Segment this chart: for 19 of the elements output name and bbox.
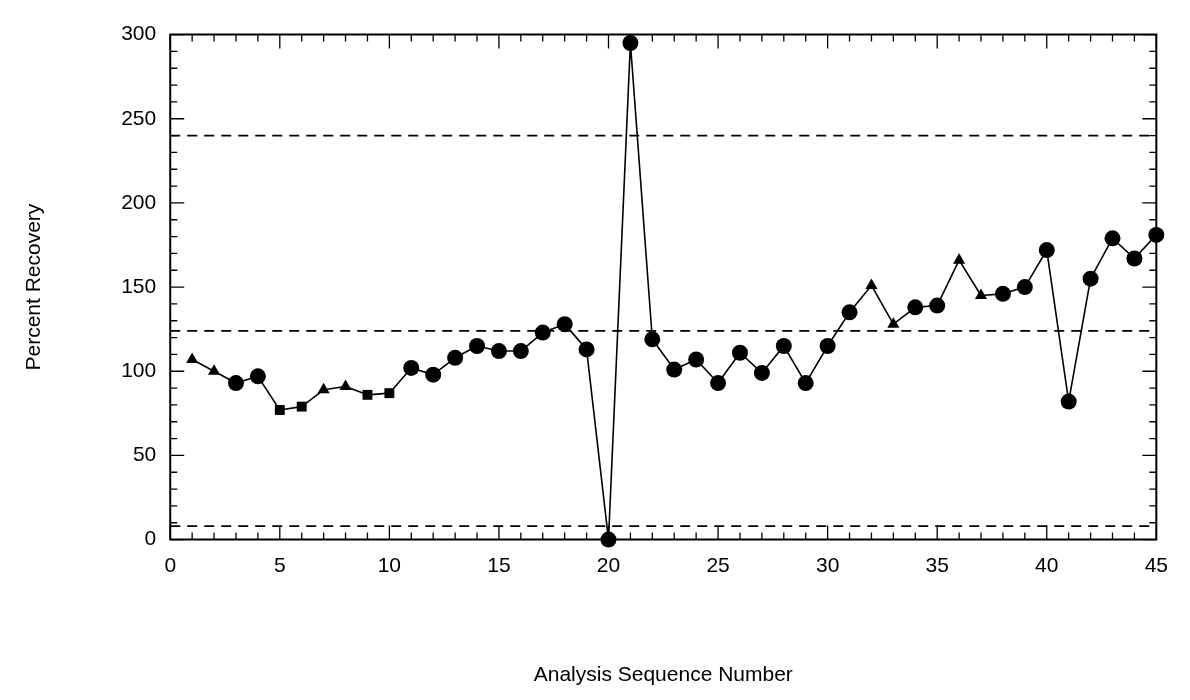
- y-tick-label: 100: [121, 358, 157, 382]
- x-axis-title: Analysis Sequence Number: [533, 662, 793, 686]
- y-tick-label: 200: [121, 189, 157, 213]
- y-tick-label: 50: [132, 442, 157, 466]
- y-tick-label: 0: [144, 526, 157, 550]
- x-tick-label: 10: [377, 553, 402, 576]
- x-tick-label: 20: [596, 553, 621, 576]
- x-tick-label: 45: [1144, 553, 1168, 576]
- y-tick-label: 300: [121, 21, 157, 45]
- y-tick-label: 250: [121, 105, 157, 129]
- x-tick-label: 0: [164, 553, 177, 576]
- y-axis-title: Percent Recovery: [21, 203, 45, 371]
- x-tick-label: 35: [925, 553, 949, 576]
- x-tick-label: 5: [273, 553, 286, 576]
- x-tick-label: 30: [815, 553, 840, 576]
- y-tick-label: 150: [121, 273, 157, 297]
- x-tick-label: 15: [487, 553, 511, 576]
- x-tick-label: 40: [1035, 553, 1059, 576]
- x-tick-label: 25: [706, 553, 730, 576]
